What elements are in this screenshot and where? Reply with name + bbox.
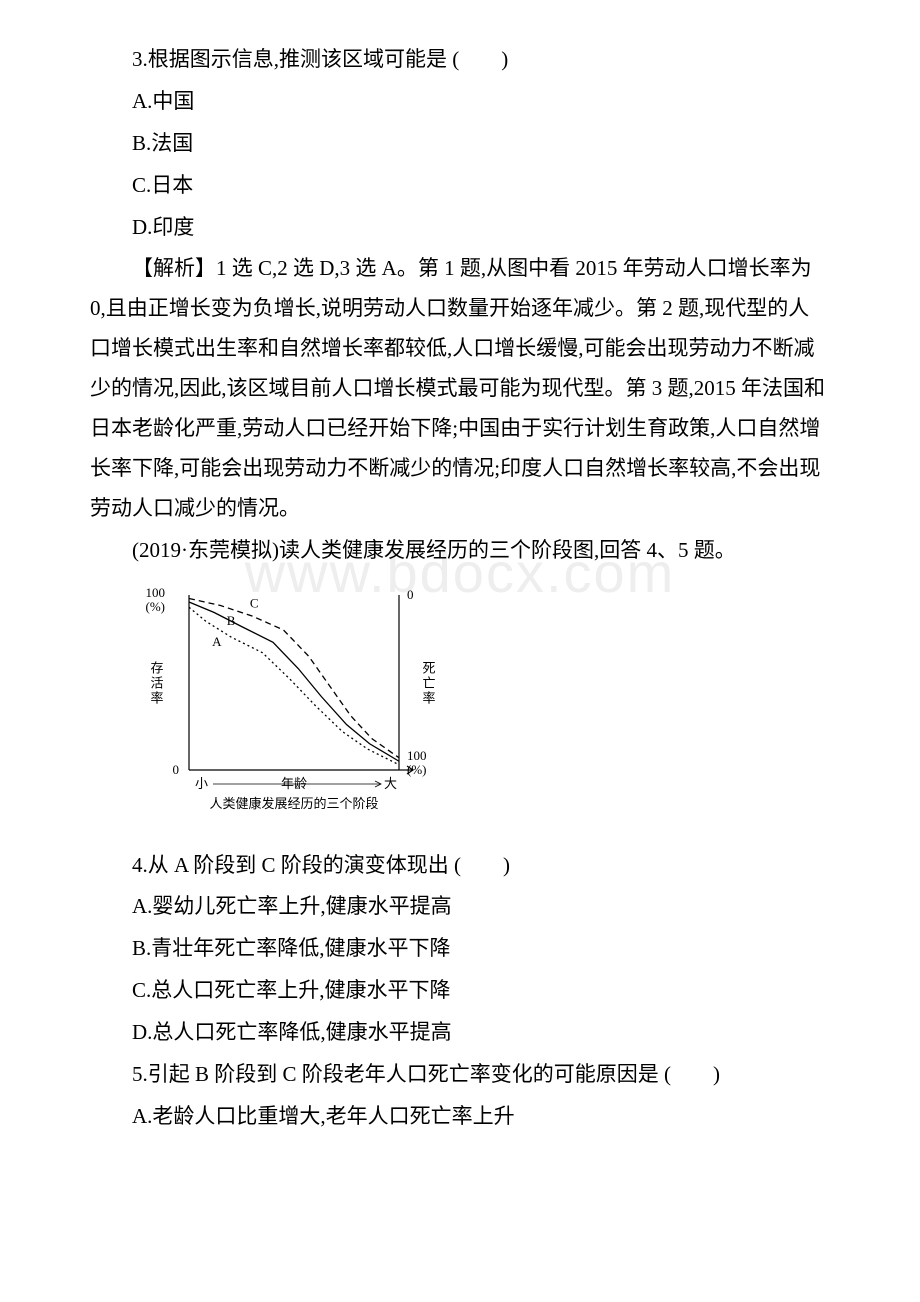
svg-text:存活率: 存活率 — [150, 660, 163, 705]
svg-text:大: 大 — [384, 776, 397, 791]
q4-option-b: B.青壮年死亡率降低,健康水平下降 — [90, 929, 830, 969]
svg-text:死亡率: 死亡率 — [422, 660, 435, 705]
svg-text:B: B — [227, 612, 236, 627]
svg-text:小: 小 — [195, 776, 208, 791]
svg-text:100: 100 — [146, 585, 166, 600]
q4-stem: 4.从 A 阶段到 C 阶段的演变体现出 ( ) — [90, 846, 830, 886]
q3-option-b: B.法国 — [90, 124, 830, 164]
q3-option-c: C.日本 — [90, 166, 830, 206]
svg-text:0: 0 — [173, 762, 180, 777]
q3-option-a: A.中国 — [90, 82, 830, 122]
q3-stem: 3.根据图示信息,推测该区域可能是 ( ) — [90, 40, 830, 80]
chart-svg: 100(%)00100(%)存活率死亡率小年龄大ABC人类健康发展经历的三个阶段 — [134, 583, 454, 833]
svg-text:0: 0 — [407, 587, 414, 602]
intro-4-5: (2019·东莞模拟)读人类健康发展经历的三个阶段图,回答 4、5 题。 — [90, 531, 830, 571]
svg-text:100: 100 — [407, 748, 427, 763]
q5-option-a: A.老龄人口比重增大,老年人口死亡率上升 — [90, 1097, 830, 1137]
svg-text:(%): (%) — [146, 599, 166, 614]
q3-option-d: D.印度 — [90, 208, 830, 248]
svg-text:A: A — [212, 633, 222, 648]
q5-stem: 5.引起 B 阶段到 C 阶段老年人口死亡率变化的可能原因是 ( ) — [90, 1055, 830, 1095]
svg-text:C: C — [250, 595, 259, 610]
q4-option-a: A.婴幼儿死亡率上升,健康水平提高 — [90, 887, 830, 927]
q4-option-d: D.总人口死亡率降低,健康水平提高 — [90, 1013, 830, 1053]
svg-text:人类健康发展经历的三个阶段: 人类健康发展经历的三个阶段 — [209, 796, 378, 811]
analysis-1-3: 【解析】1 选 C,2 选 D,3 选 A。第 1 题,从图中看 2015 年劳… — [90, 249, 830, 528]
q4-option-c: C.总人口死亡率上升,健康水平下降 — [90, 971, 830, 1011]
health-stages-chart: 100(%)00100(%)存活率死亡率小年龄大ABC人类健康发展经历的三个阶段 — [134, 583, 830, 838]
page-content: 3.根据图示信息,推测该区域可能是 ( ) A.中国 B.法国 C.日本 D.印… — [90, 40, 830, 1137]
svg-text:(%): (%) — [407, 762, 427, 777]
svg-text:年龄: 年龄 — [281, 776, 307, 791]
